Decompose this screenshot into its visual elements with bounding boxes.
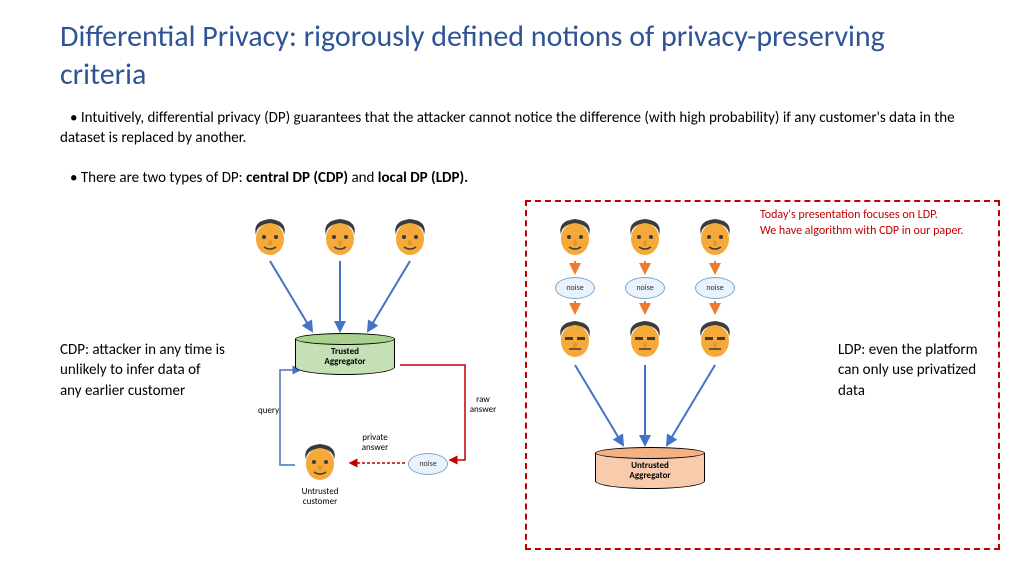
noise-label: noise	[419, 459, 436, 469]
noisy-face-icon	[555, 317, 595, 361]
customer-face-icon	[390, 215, 430, 259]
noise-cloud: noise	[408, 453, 448, 475]
customer-face-icon	[695, 215, 735, 259]
ldp-caption: LDP: even the platform can only use priv…	[838, 340, 988, 401]
customer-face-icon	[555, 215, 595, 259]
noise-cloud: noise	[695, 277, 735, 299]
cdp-diagram: Trusted Aggregator query raw answer priv…	[240, 215, 520, 555]
raw-answer-label: raw answer	[468, 395, 498, 415]
bullet-1-text: Intuitively, differential privacy (DP) g…	[60, 109, 955, 147]
untrusted-aggregator-label: Untrusted Aggregator	[629, 461, 670, 481]
bullet-2: There are two types of DP: central DP (C…	[60, 168, 960, 188]
cdp-arrows	[240, 215, 520, 555]
page-title: Differential Privacy: rigorously defined…	[60, 18, 960, 93]
trusted-aggregator-label: Trusted Aggregator	[324, 347, 365, 367]
customer-face-icon	[320, 215, 360, 259]
untrusted-customer-label: Untrusted customer	[292, 487, 348, 507]
noisy-face-icon	[695, 317, 735, 361]
bullet-2-pre: There are two types of DP:	[81, 169, 246, 187]
noise-cloud: noise	[555, 277, 595, 299]
noisy-face-icon	[625, 317, 665, 361]
trusted-aggregator: Trusted Aggregator	[295, 333, 395, 375]
noise-label: noise	[636, 283, 653, 293]
customer-face-icon	[250, 215, 290, 259]
ldp-arrows	[545, 215, 805, 545]
ldp-diagram: noise noise noise Untrusted Aggregator	[545, 215, 805, 545]
bullet-1: Intuitively, differential privacy (DP) g…	[60, 108, 960, 149]
bullet-2-mid: and	[348, 169, 378, 187]
bullet-2-bold2: local DP (LDP).	[378, 169, 468, 187]
noise-label: noise	[566, 283, 583, 293]
untrusted-customer-face-icon	[300, 440, 340, 484]
noise-label: noise	[706, 283, 723, 293]
noise-cloud: noise	[625, 277, 665, 299]
query-label: query	[258, 405, 279, 416]
cdp-caption: CDP: attacker in any time is unlikely to…	[60, 340, 225, 401]
customer-face-icon	[625, 215, 665, 259]
bullet-2-bold1: central DP (CDP)	[246, 169, 348, 187]
private-answer-label: private answer	[355, 433, 395, 453]
untrusted-aggregator: Untrusted Aggregator	[595, 447, 705, 489]
